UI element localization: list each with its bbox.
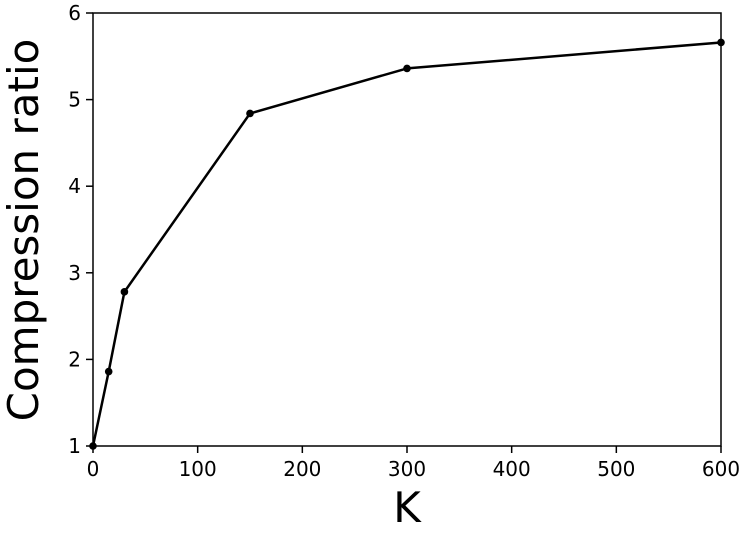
x-tick-label: 100 <box>179 457 217 481</box>
line <box>91 41 722 447</box>
marker <box>246 109 254 118</box>
x-tick-label: 0 <box>87 457 100 481</box>
x-axis-label: K <box>393 483 422 532</box>
x-tick-label: 200 <box>283 457 321 481</box>
x-tick-label: 300 <box>388 457 426 481</box>
marker <box>104 367 113 376</box>
y-tick-label: 2 <box>68 347 81 371</box>
y-tick-label: 4 <box>68 174 81 198</box>
x-tick-label: 600 <box>702 457 740 481</box>
y-tick-label: 3 <box>68 261 81 285</box>
marker <box>120 288 129 296</box>
marker <box>403 64 411 73</box>
y-tick-label: 6 <box>68 1 81 25</box>
x-tick-label: 400 <box>493 457 531 481</box>
y-tick-label: 5 <box>68 88 81 112</box>
x-tick-label: 500 <box>597 457 635 481</box>
plot-frame <box>92 12 722 447</box>
y-tick-label: 1 <box>68 434 81 458</box>
y-axis-label: Compression ratio <box>0 39 48 422</box>
